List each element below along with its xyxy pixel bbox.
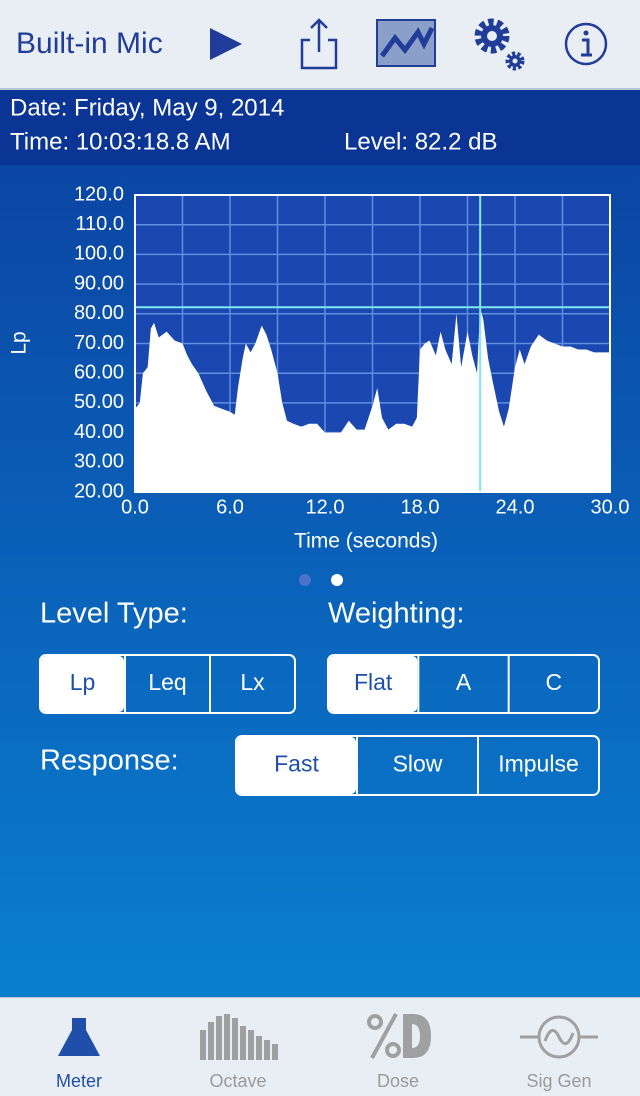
tab-label[interactable]: Octave bbox=[209, 1071, 266, 1091]
segment-option[interactable]: Lp bbox=[70, 669, 96, 695]
time-text: Time: 10:03:18.8 AM bbox=[10, 128, 231, 155]
tab-label[interactable]: Dose bbox=[377, 1071, 419, 1091]
graph-button[interactable] bbox=[376, 19, 436, 67]
info-band bbox=[0, 90, 640, 165]
control-label: Response: bbox=[40, 745, 179, 777]
meter-icon[interactable] bbox=[58, 1018, 100, 1056]
y-tick-label: 110.0 bbox=[75, 213, 124, 235]
y-tick-label: 120.0 bbox=[74, 183, 124, 205]
y-tick-label: 80.00 bbox=[74, 302, 124, 324]
control-label: Weighting: bbox=[328, 598, 465, 630]
segment-option[interactable]: Impulse bbox=[498, 751, 579, 777]
page-dot-active[interactable] bbox=[331, 574, 343, 586]
x-tick-label: 30.0 bbox=[591, 496, 630, 518]
y-tick-label: 70.00 bbox=[74, 332, 124, 354]
segment-option[interactable]: A bbox=[456, 669, 472, 695]
y-tick-label: 30.00 bbox=[74, 451, 124, 473]
control-label: Level Type: bbox=[40, 598, 188, 630]
segment-option[interactable]: Fast bbox=[274, 751, 319, 777]
y-tick-label: 50.00 bbox=[74, 391, 124, 413]
segment-selected[interactable] bbox=[41, 656, 124, 712]
y-tick-label: 100.0 bbox=[74, 243, 124, 265]
segment-option[interactable]: Leq bbox=[148, 669, 186, 695]
info-button[interactable] bbox=[564, 22, 608, 66]
x-tick-label: 18.0 bbox=[401, 496, 440, 518]
x-tick-label: 12.0 bbox=[306, 496, 345, 518]
settings-button[interactable] bbox=[474, 18, 525, 71]
x-tick-label: 6.0 bbox=[216, 496, 244, 518]
sig-gen-icon[interactable] bbox=[520, 1015, 598, 1059]
segment-option[interactable]: Lx bbox=[240, 669, 265, 695]
segmented-control[interactable] bbox=[235, 735, 600, 796]
source-label[interactable]: Built-in Mic bbox=[16, 27, 163, 60]
share-button[interactable] bbox=[300, 18, 338, 70]
toolbar-border bbox=[0, 88, 640, 90]
level-text: Level: 82.2 dB bbox=[344, 128, 497, 155]
segmented-control[interactable] bbox=[39, 654, 296, 714]
y-axis-label: Lp bbox=[8, 331, 31, 354]
segment-option[interactable]: Slow bbox=[393, 751, 443, 777]
octave-icon[interactable] bbox=[200, 1014, 278, 1060]
dose-icon[interactable] bbox=[367, 1013, 431, 1059]
segment-option[interactable]: Flat bbox=[354, 669, 393, 695]
x-tick-label: 0.0 bbox=[121, 496, 149, 518]
y-tick-label: 40.00 bbox=[74, 421, 124, 443]
y-tick-label: 20.00 bbox=[74, 480, 124, 502]
segment-selected[interactable] bbox=[237, 737, 356, 794]
x-axis-label: Time (seconds) bbox=[294, 530, 438, 553]
y-tick-label: 60.00 bbox=[74, 361, 124, 383]
date-text: Date: Friday, May 9, 2014 bbox=[10, 94, 284, 121]
segmented-control[interactable] bbox=[327, 654, 600, 714]
segment-selected[interactable] bbox=[329, 656, 418, 712]
tab-label[interactable]: Sig Gen bbox=[526, 1071, 591, 1091]
tab-label[interactable]: Meter bbox=[56, 1071, 102, 1091]
x-tick-label: 24.0 bbox=[496, 496, 535, 518]
play-button[interactable] bbox=[210, 28, 242, 60]
plot-border bbox=[134, 194, 611, 493]
tab-bar bbox=[0, 997, 640, 1096]
level-area bbox=[135, 307, 610, 492]
tab-bar-border bbox=[0, 997, 640, 998]
page-dot[interactable] bbox=[299, 574, 311, 586]
segment-option[interactable]: C bbox=[546, 669, 563, 695]
y-tick-label: 90.00 bbox=[74, 272, 124, 294]
